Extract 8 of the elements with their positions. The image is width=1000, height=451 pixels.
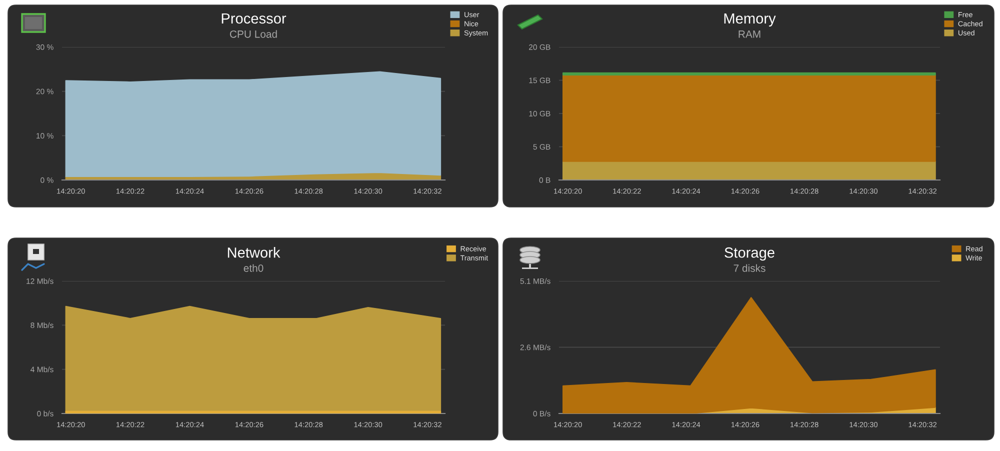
chart-subtitle: CPU Load [230,30,277,38]
chart-subtitle: eth0 [244,264,264,272]
chart-subtitle: 7 disks [734,264,766,272]
chart-title: Memory [724,13,776,27]
chart-title: Network [228,247,280,258]
chart-title: Storage [724,247,774,261]
chart-subtitle: RAM [738,30,760,38]
chart-title: Processor [222,13,286,24]
